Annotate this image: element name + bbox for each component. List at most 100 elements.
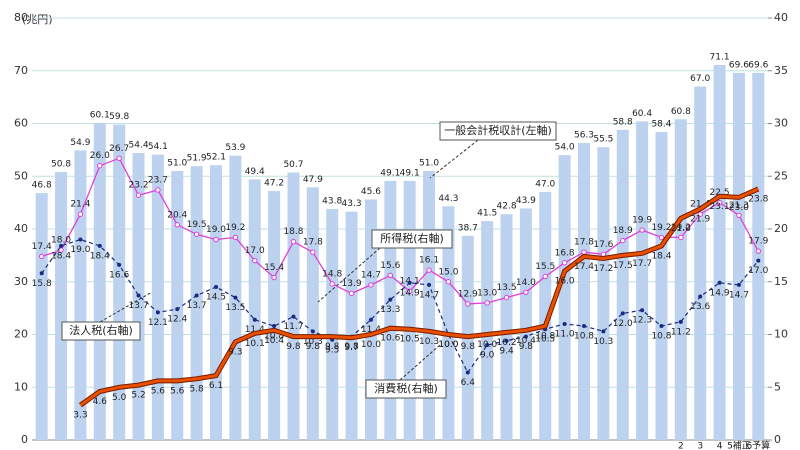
point-label: 15.8 (32, 279, 52, 289)
point-label: 13.3 (380, 305, 400, 315)
y-tick-label: 60 (14, 117, 28, 130)
bar (423, 170, 436, 440)
marker (272, 324, 277, 329)
bar-label: 38.7 (458, 223, 478, 233)
y2-tick-label: 5 (774, 380, 781, 393)
bar (636, 121, 649, 440)
point-label: 9.0 (480, 351, 495, 361)
bar (171, 170, 184, 440)
marker (290, 238, 297, 245)
callout-box (439, 121, 557, 141)
y2-tick-label: 10 (774, 328, 788, 341)
bar-label: 58.8 (613, 117, 633, 127)
bar-label: 43.8 (322, 196, 342, 206)
bar-label: 50.7 (283, 160, 303, 170)
bar-label: 51.0 (419, 158, 439, 168)
marker (465, 370, 470, 375)
point-label: 21.3 (729, 201, 749, 211)
leader (317, 247, 381, 303)
point-label: 5.8 (189, 384, 204, 394)
bar (752, 72, 765, 441)
bar (732, 72, 745, 441)
point-label: 11.0 (555, 329, 575, 339)
point-label: 16.6 (109, 270, 129, 280)
bar-label: 54.4 (129, 141, 149, 151)
bar (403, 180, 416, 440)
bar-label: 50.8 (51, 160, 71, 170)
point-label: 20.4 (167, 210, 187, 220)
point-label: 10.0 (438, 340, 458, 350)
point-label: 11.4 (245, 325, 265, 335)
x-tick-label: 3 (697, 442, 703, 450)
point-label: 17.9 (748, 237, 768, 247)
point-label: 15.6 (380, 261, 400, 271)
point-label: 14.8 (322, 269, 342, 279)
point-label: 14.9 (400, 288, 420, 298)
point-label: 17.4 (574, 262, 594, 272)
bar-label: 47.9 (303, 175, 323, 185)
point-label: 5.6 (151, 386, 166, 396)
point-label: 13.7 (129, 301, 149, 311)
y2-tick-label: 35 (774, 64, 788, 77)
marker (697, 211, 703, 217)
bar-label: 53.9 (225, 143, 245, 153)
marker (175, 307, 180, 312)
point-label: 19.5 (187, 220, 207, 230)
marker (116, 155, 122, 162)
marker (291, 314, 296, 319)
bar-label: 49.1 (380, 168, 400, 178)
bar-label: 59.8 (109, 112, 129, 122)
bar-label: 49.4 (245, 167, 265, 177)
marker (329, 281, 335, 287)
marker (174, 222, 180, 228)
marker (348, 290, 355, 297)
marker (640, 308, 645, 313)
point-label: 14.5 (206, 293, 226, 303)
point-label: 17.7 (632, 259, 652, 269)
y2-tick-label: 40 (774, 11, 788, 24)
callout-box (371, 229, 453, 249)
point-label: 9.8 (306, 342, 321, 352)
marker (252, 257, 258, 264)
callout: 一般会計税収計(左軸) (444, 123, 552, 137)
marker (736, 282, 741, 287)
point-label: 23.7 (148, 175, 168, 185)
point-label: 17.8 (574, 238, 594, 248)
point-label: 5.6 (170, 386, 185, 396)
point-label: 19.9 (632, 216, 652, 226)
point-label: 18.4 (90, 251, 110, 261)
point-label: 11.2 (671, 327, 691, 337)
marker (233, 295, 238, 300)
point-label: 19.0 (206, 225, 226, 235)
y2-tick-label: 0 (774, 433, 781, 446)
marker (581, 249, 587, 255)
bar (616, 129, 629, 440)
marker (406, 288, 413, 294)
point-label: 21.9 (690, 214, 710, 224)
marker (97, 243, 102, 248)
y2-tick-label: 30 (774, 117, 788, 130)
marker (561, 260, 568, 266)
point-label: 23.0 (729, 203, 749, 213)
bar (539, 192, 552, 440)
bar (558, 155, 571, 440)
point-label: 5.0 (112, 393, 127, 403)
bar-label: 58.4 (651, 119, 671, 129)
bar-label: 51.0 (167, 158, 187, 168)
point-label: 21.4 (690, 200, 710, 210)
point-label: 14.0 (516, 278, 536, 288)
bar-label: 69.6 (729, 60, 749, 70)
marker (368, 282, 374, 288)
marker (755, 248, 762, 254)
marker (39, 271, 44, 276)
marker (271, 274, 277, 281)
marker (135, 192, 142, 198)
point-label: 10.4 (264, 336, 284, 346)
marker (252, 317, 257, 322)
bar-label: 45.6 (361, 187, 381, 197)
marker (523, 334, 528, 339)
point-label: 14.9 (710, 288, 730, 298)
y-tick-label: 70 (14, 64, 28, 77)
marker (38, 253, 45, 260)
point-label: 18.8 (283, 227, 303, 237)
